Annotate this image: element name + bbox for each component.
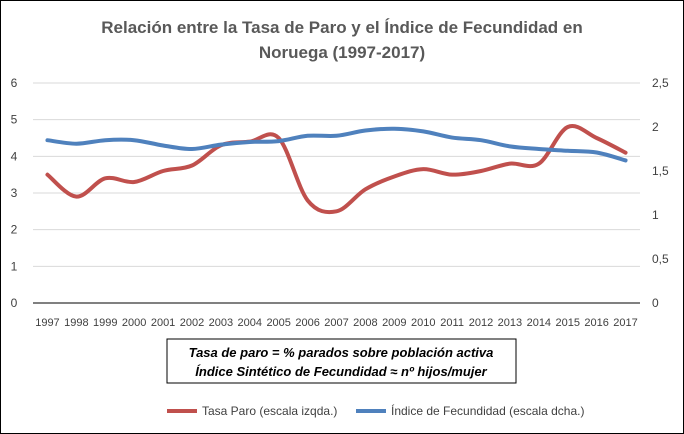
x-tick-label: 2012: [469, 317, 493, 329]
x-tick-label: 2004: [238, 317, 262, 329]
chart-title-line-1: Relación entre la Tasa de Paro y el Índi…: [101, 18, 583, 37]
x-tick-label: 2009: [382, 317, 406, 329]
series-line-1: [45, 126, 628, 163]
x-tick-label: 2000: [122, 317, 146, 329]
x-tick-label: 2008: [353, 317, 377, 329]
x-tick-label: 1999: [93, 317, 117, 329]
x-tick-label: 2017: [613, 317, 637, 329]
x-tick-label: 2002: [180, 317, 204, 329]
series-line-0: [45, 124, 628, 215]
legend-label-paro: Tasa Paro (escala izqda.): [202, 404, 337, 418]
x-tick-label: 2011: [440, 317, 464, 329]
x-tick-label: 2005: [266, 317, 290, 329]
x-tick-label: 2010: [411, 317, 435, 329]
right-tick-label: 1: [652, 208, 659, 222]
left-tick-label: 4: [11, 149, 18, 163]
x-tick-label: 2013: [498, 317, 522, 329]
x-tick-label: 2007: [324, 317, 348, 329]
annotation-line-2: Índice Sintético de Fecundidad ≈ nº hijo…: [195, 364, 487, 379]
left-tick-label: 2: [11, 223, 18, 237]
legend-label-fecundidad: Índice de Fecundidad (escala dcha.): [391, 403, 584, 418]
right-tick-label: 0: [652, 296, 659, 310]
x-tick-label: 2014: [527, 317, 551, 329]
left-tick-label: 5: [11, 113, 18, 127]
annotation-box: [166, 338, 517, 384]
x-tick-label: 1998: [64, 317, 88, 329]
right-tick-label: 2,5: [652, 76, 669, 90]
left-tick-label: 6: [11, 76, 18, 90]
chart-title-line-2: Noruega (1997-2017): [259, 43, 425, 62]
x-tick-label: 2006: [295, 317, 319, 329]
right-tick-label: 2: [652, 120, 659, 134]
right-tick-label: 0,5: [652, 252, 669, 266]
x-tick-label: 2015: [555, 317, 579, 329]
right-tick-label: 1,5: [652, 164, 669, 178]
left-tick-label: 0: [11, 296, 18, 310]
x-tick-label: 2001: [151, 317, 175, 329]
x-tick-label: 2016: [584, 317, 608, 329]
left-tick-label: 3: [11, 186, 18, 200]
left-tick-label: 1: [11, 259, 18, 273]
annotation-line-1: Tasa de paro = % parados sobre población…: [189, 345, 494, 360]
x-tick-label: 2003: [209, 317, 233, 329]
x-tick-label: 1997: [35, 317, 59, 329]
